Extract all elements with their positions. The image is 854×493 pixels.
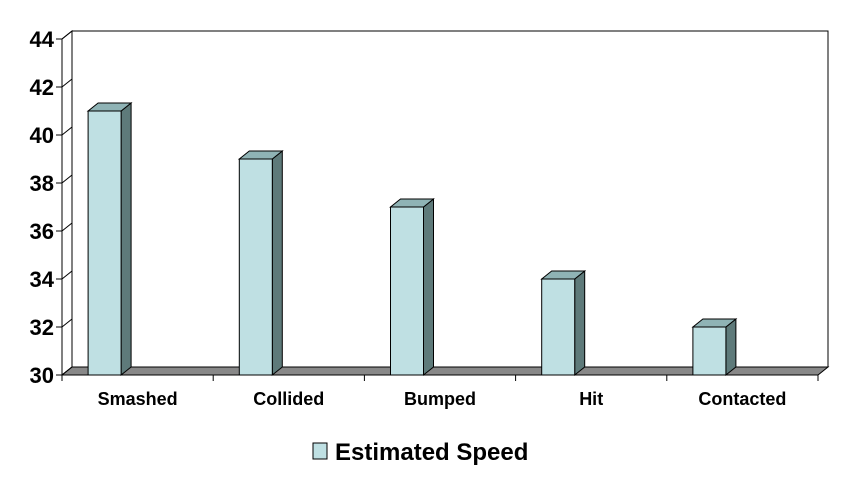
- bar-front: [87, 110, 122, 376]
- y-tick-label: 38: [30, 171, 54, 196]
- bar: [540, 269, 587, 377]
- x-tick-label: Contacted: [698, 389, 786, 409]
- plot-frame: [61, 29, 829, 377]
- y-tick-depth: [61, 78, 73, 88]
- plot-back-wall: [71, 30, 829, 368]
- y-tick-depth: [61, 174, 73, 184]
- legend-swatch: [312, 442, 328, 460]
- bar-side: [423, 197, 434, 377]
- y-tick-label: 30: [30, 363, 54, 388]
- y-tick-label: 42: [30, 75, 54, 100]
- x-axis: Smashed Collided Bumped Hit Contacted: [61, 374, 819, 409]
- bar-side: [120, 101, 132, 377]
- bar-side: [725, 317, 737, 377]
- y-tick-label: 36: [30, 219, 54, 244]
- y-tick-depth: [61, 318, 73, 328]
- y-tick-label: 44: [30, 27, 55, 52]
- x-tick-label: Collided: [253, 389, 324, 409]
- y-tick-depth: [61, 30, 73, 40]
- legend-label: Estimated Speed: [335, 439, 528, 466]
- bar-front: [238, 158, 273, 376]
- y-tick-label: 32: [30, 315, 54, 340]
- bar-front: [692, 326, 727, 376]
- x-tick-label: Hit: [579, 389, 603, 409]
- y-tick-label: 34: [30, 267, 55, 292]
- bar-front: [390, 206, 424, 376]
- y-tick-depth: [61, 126, 73, 136]
- y-tick-label: 40: [30, 123, 54, 148]
- bar-front: [541, 278, 576, 376]
- bar: [86, 101, 133, 377]
- bar: [691, 317, 738, 377]
- bar-side: [271, 149, 283, 377]
- y-tick-depth: [61, 366, 73, 376]
- x-tick-label: Smashed: [98, 389, 178, 409]
- y-tick-depth: [61, 270, 73, 280]
- bar: [389, 197, 435, 377]
- y-tick-depth: [61, 222, 73, 232]
- legend: Estimated Speed: [312, 439, 528, 466]
- bar-side: [574, 269, 586, 377]
- x-tick-label: Bumped: [404, 389, 476, 409]
- bar: [237, 149, 284, 377]
- y-axis: 30 32 34 36 38 40 42 44: [30, 27, 73, 388]
